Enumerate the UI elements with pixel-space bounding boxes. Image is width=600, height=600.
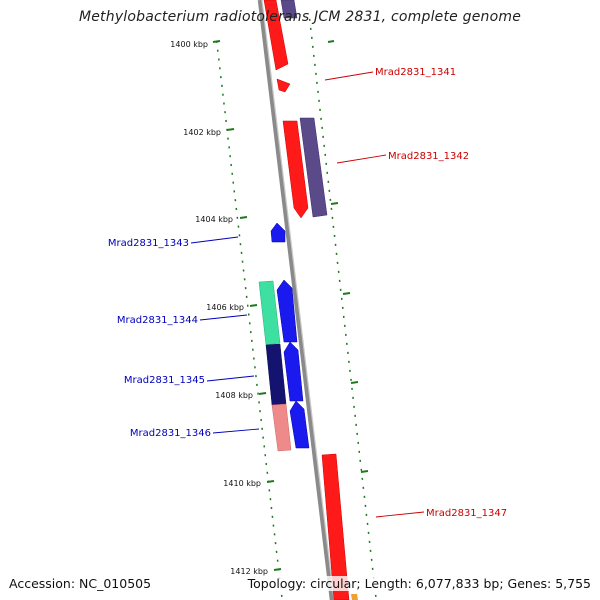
gene-label-mrad2831-1342[interactable]: Mrad2831_1342 [388, 151, 469, 162]
gene-label-leader [190, 236, 239, 244]
map-title: Methylobacterium radiotolerans JCM 2831,… [78, 9, 522, 25]
gene-feature-mrad2831-1342-red[interactable] [282, 120, 309, 219]
ruler-tick-mark [327, 40, 335, 43]
backbone-line [257, 0, 335, 600]
gene-label-mrad2831-1341[interactable]: Mrad2831_1341 [375, 67, 456, 78]
gene-label-leader [375, 511, 425, 518]
gene-feature-mrad2831-1347[interactable] [321, 453, 350, 600]
ruler-tick-label: 1412 kbp [230, 567, 268, 576]
gene-feature-mrad2831-1345[interactable] [265, 343, 287, 406]
gene-feature-mrad2831-1343[interactable] [270, 222, 286, 243]
genome-backbone [257, 0, 335, 600]
backbone-highlight [261, 0, 335, 600]
gene-feature-blue-b[interactable] [283, 341, 304, 402]
ruler-tick-label: 1410 kbp [223, 479, 261, 488]
gene-label-mrad2831-1346[interactable]: Mrad2831_1346 [130, 428, 211, 439]
ruler-tick-label: 1400 kbp [170, 40, 208, 49]
ruler-tick-mark [266, 480, 275, 483]
gene-label-leader [199, 314, 248, 321]
gene-label-mrad2831-1344[interactable]: Mrad2831_1344 [117, 315, 198, 326]
gene-feature-upper-purple[interactable] [280, 0, 298, 19]
topology-text: Topology: circular; Length: 6,077,833 bp… [244, 576, 591, 591]
accession-text: Accession: NC_010505 [9, 576, 152, 591]
ruler-tick-mark [273, 568, 282, 571]
gene-label-leader [212, 428, 260, 434]
gene-label-leader [324, 71, 374, 81]
gene-feature-mrad2831-1342[interactable] [299, 117, 328, 218]
gene-feature-blue-a[interactable] [276, 279, 298, 343]
ruler-tick-label: 1404 kbp [195, 215, 233, 224]
gene-feature-mrad2831-1341[interactable] [276, 78, 291, 93]
gene-feature-blue-c[interactable] [289, 400, 310, 449]
ruler-tick-mark [239, 216, 248, 219]
ruler-tick-label: 1402 kbp [183, 128, 221, 137]
gene-feature-mrad2831-1346[interactable] [271, 403, 292, 452]
gene-feature-upper-red[interactable] [263, 0, 289, 71]
gene-labels: Mrad2831_1341 Mrad2831_1342 Mrad2831_134… [108, 67, 507, 519]
gene-label-mrad2831-1347[interactable]: Mrad2831_1347 [426, 508, 507, 519]
ruler-tick-label: 1406 kbp [206, 303, 244, 312]
ruler-ticks: 1400 kbp 1402 kbp 1404 kbp 1406 kbp 1408… [170, 40, 369, 576]
gene-label-leader [336, 154, 387, 164]
ruler-tick-mark [360, 470, 369, 473]
ruler-tick-mark [342, 292, 351, 295]
ruler-tick-mark [249, 304, 258, 307]
ruler-tick-label: 1408 kbp [215, 391, 253, 400]
gene-feature-orange[interactable] [351, 594, 358, 600]
gene-label-leader [206, 375, 255, 382]
ruler-tick-mark [212, 40, 221, 43]
gene-feature-mrad2831-1344[interactable] [258, 280, 281, 346]
ruler-tick-mark [350, 381, 359, 384]
ruler-tick-mark [258, 392, 267, 395]
gene-features [258, 0, 358, 600]
ruler-tick-mark [330, 202, 339, 205]
gene-label-mrad2831-1343[interactable]: Mrad2831_1343 [108, 238, 189, 249]
gene-label-mrad2831-1345[interactable]: Mrad2831_1345 [124, 375, 205, 386]
ruler-tick-mark [226, 128, 235, 131]
